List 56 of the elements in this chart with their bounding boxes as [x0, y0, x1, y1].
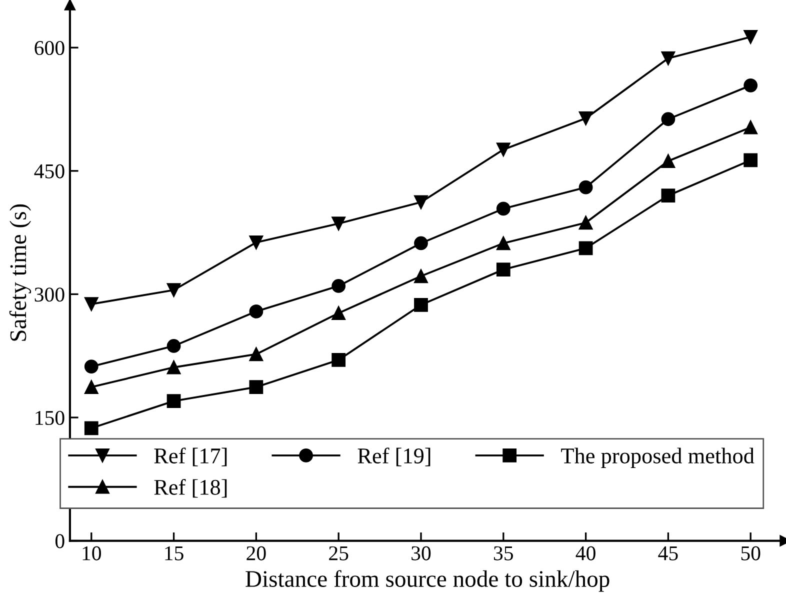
legend-label: Ref [18] — [154, 478, 227, 498]
point — [332, 306, 346, 320]
point — [661, 51, 676, 66]
y-tick-label: 600 — [34, 40, 64, 56]
x-tick-label: 50 — [741, 546, 760, 560]
point — [166, 394, 181, 408]
x-tick-label: 20 — [246, 546, 266, 560]
y-tick-label: 300 — [34, 288, 64, 302]
legend-label: The proposed method — [561, 448, 754, 468]
point — [744, 153, 758, 168]
x-tick-label: 35 — [494, 546, 513, 560]
point — [744, 78, 758, 92]
point — [249, 235, 264, 250]
point — [166, 339, 181, 353]
x-tick-label: 15 — [165, 546, 184, 560]
point — [84, 297, 98, 312]
point — [249, 380, 264, 394]
point — [249, 304, 264, 318]
point — [332, 279, 346, 293]
legend-label: Ref [17] — [154, 448, 227, 466]
point — [744, 30, 758, 44]
point — [578, 180, 593, 194]
point — [496, 142, 510, 156]
point — [578, 241, 593, 256]
point — [84, 421, 98, 436]
point — [578, 111, 593, 126]
x-tick-label: 10 — [82, 546, 101, 560]
point — [166, 283, 181, 298]
legend-label: Ref [19] — [358, 448, 430, 466]
y-tick-label: 150 — [36, 410, 64, 425]
x-tick-label: 45 — [658, 546, 678, 560]
x-tick-label: 30 — [412, 546, 431, 560]
point — [249, 347, 264, 362]
y-tick-label: 0 — [55, 534, 64, 548]
point — [84, 380, 98, 394]
point — [414, 269, 428, 284]
point — [496, 236, 510, 250]
x-tick-label: 25 — [329, 546, 348, 560]
point — [578, 216, 593, 230]
point — [496, 262, 510, 276]
x-axis-title: Distance from source node to sink/hop — [246, 570, 610, 592]
point — [84, 360, 98, 374]
point — [496, 202, 510, 216]
point — [332, 216, 346, 230]
point — [332, 353, 346, 367]
y-tick-label: 450 — [34, 164, 64, 178]
y-axis-title: Safety time (s) — [9, 204, 32, 341]
point — [744, 120, 758, 134]
point — [661, 188, 676, 203]
point — [661, 154, 676, 168]
x-tick-label: 40 — [576, 546, 596, 560]
point — [414, 298, 428, 312]
point — [414, 236, 428, 250]
point — [414, 195, 428, 210]
point — [661, 112, 676, 126]
point — [166, 360, 181, 374]
